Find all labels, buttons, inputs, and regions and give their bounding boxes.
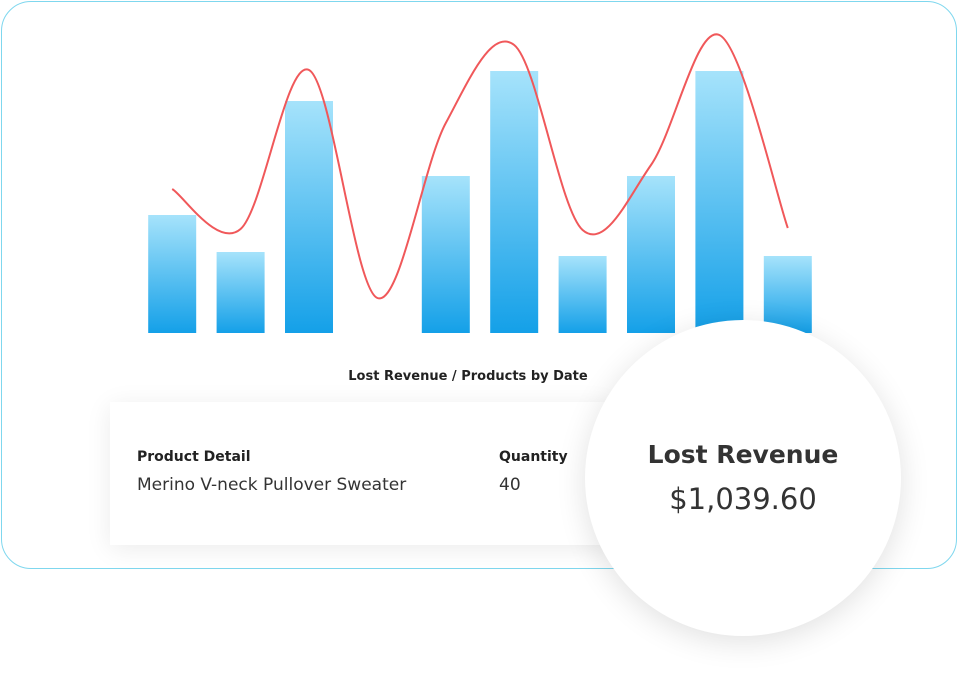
bar — [763, 256, 812, 333]
summary-label: Lost Revenue — [647, 440, 839, 469]
chart-title: Lost Revenue / Products by Date — [348, 369, 588, 384]
column-header: Product Detail — [137, 449, 251, 465]
bar — [490, 71, 539, 333]
bar — [695, 71, 744, 333]
summary-value: $1,039.60 — [669, 482, 817, 516]
bar — [148, 215, 197, 333]
product-card: Product Detail Quantity Merino V-neck Pu… — [110, 402, 610, 545]
cell: Merino V-neck Pullover Sweater — [137, 475, 407, 495]
cell: 40 — [499, 475, 521, 495]
line — [171, 33, 789, 300]
column-header: Quantity — [499, 449, 568, 465]
bar — [285, 101, 333, 333]
bar — [421, 176, 470, 333]
bar — [558, 256, 607, 333]
summary-circle: Lost Revenue $1,039.60 — [585, 320, 901, 636]
bar — [216, 252, 265, 333]
dashboard-frame — [1, 1, 957, 569]
bar — [627, 176, 675, 333]
